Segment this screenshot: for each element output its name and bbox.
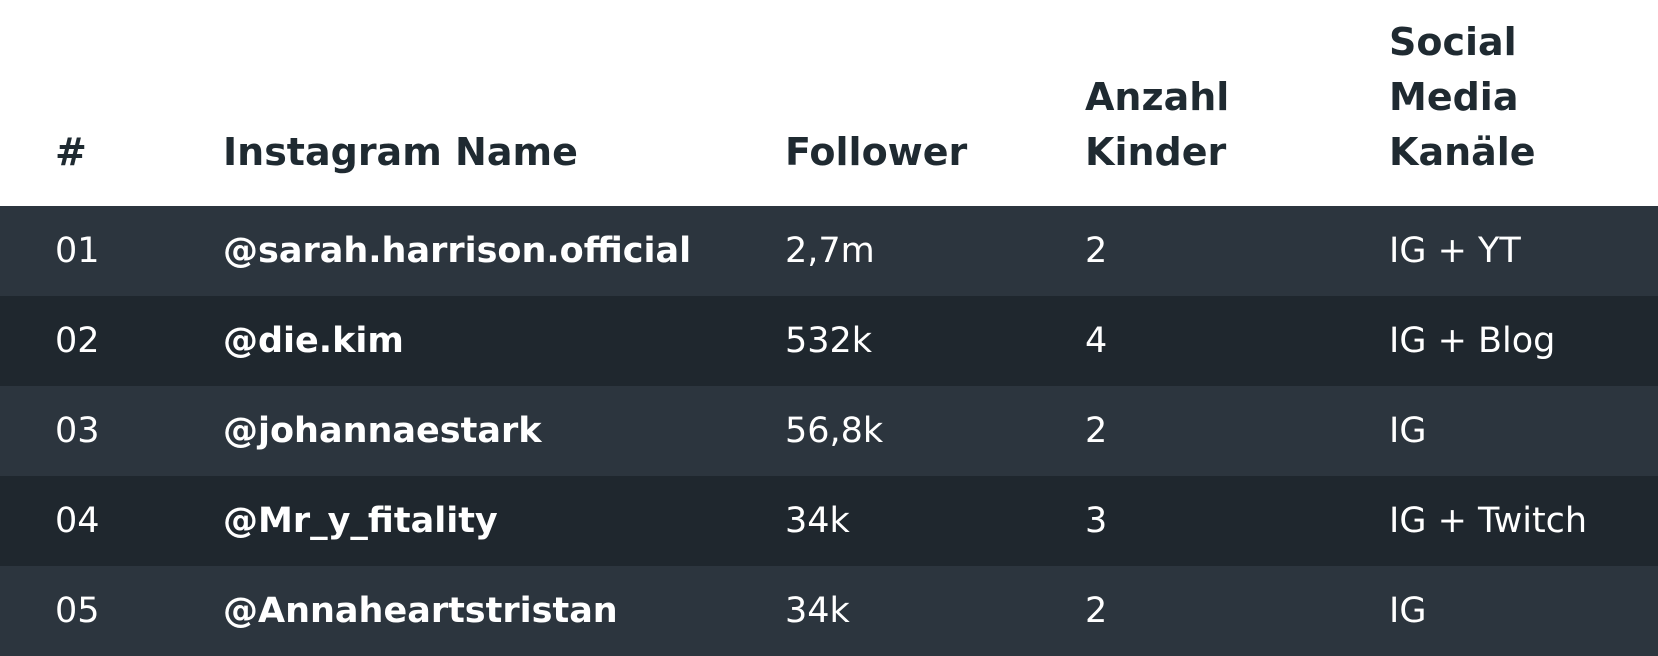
social-media-channels: IG + Blog <box>1389 321 1556 361</box>
instagram-name: @Annaheartstristan <box>223 591 618 631</box>
instagram-name: @Mr_y_fitality <box>223 501 498 541</box>
follower-count: 34k <box>785 501 850 541</box>
follower-count: 532k <box>785 321 873 361</box>
row-number: 04 <box>55 501 100 541</box>
follower-count: 56,8k <box>785 411 884 451</box>
table-row: 05 @Annaheartstristan 34k 2 IG <box>0 566 1658 656</box>
row-number: 01 <box>55 231 100 271</box>
column-header-anzahl-kinder: Anzahl Kinder <box>1085 75 1230 174</box>
table-row: 01 @sarah.harrison.official 2,7m 2 IG + … <box>0 206 1658 296</box>
table-row: 02 @die.kim 532k 4 IG + Blog <box>0 296 1658 386</box>
follower-count: 34k <box>785 591 850 631</box>
children-count: 2 <box>1085 231 1108 271</box>
instagram-name: @die.kim <box>223 321 404 361</box>
instagram-name: @johannaestark <box>223 411 542 451</box>
row-number: 03 <box>55 411 100 451</box>
column-header-follower: Follower <box>785 130 968 174</box>
table-row: 03 @johannaestark 56,8k 2 IG <box>0 386 1658 476</box>
column-header-social-media-kanaele: Social Media Kanäle <box>1389 20 1536 174</box>
children-count: 3 <box>1085 501 1108 541</box>
children-count: 2 <box>1085 411 1108 451</box>
social-media-channels: IG + Twitch <box>1389 501 1588 541</box>
social-media-channels: IG + YT <box>1389 231 1521 271</box>
table-row: 04 @Mr_y_fitality 34k 3 IG + Twitch <box>0 476 1658 566</box>
follower-count: 2,7m <box>785 231 875 271</box>
social-media-channels: IG <box>1389 591 1427 631</box>
children-count: 4 <box>1085 321 1108 361</box>
row-number: 02 <box>55 321 100 361</box>
children-count: 2 <box>1085 591 1108 631</box>
row-number: 05 <box>55 591 100 631</box>
column-header-number: # <box>55 130 87 174</box>
social-media-channels: IG <box>1389 411 1427 451</box>
table-header: # Instagram Name Follower Anzahl Kinder … <box>0 0 1658 206</box>
instagram-name: @sarah.harrison.official <box>223 231 692 271</box>
column-header-instagram-name: Instagram Name <box>223 130 578 174</box>
